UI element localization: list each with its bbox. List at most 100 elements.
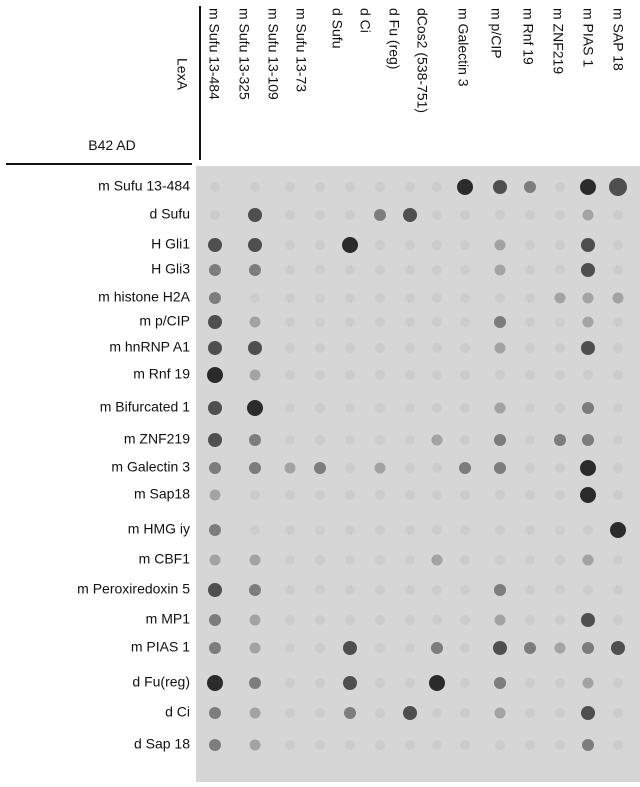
spot [405, 525, 415, 535]
spot [525, 555, 535, 565]
spot [555, 490, 565, 500]
spot [209, 524, 221, 536]
spot [315, 210, 325, 220]
spot [432, 240, 442, 250]
spot [525, 708, 535, 718]
interaction-matrix: LexA B42 AD m Sufu 13-484m Sufu 13-325m … [0, 0, 640, 782]
spot [525, 740, 535, 750]
spot [525, 370, 535, 380]
spot [460, 403, 470, 413]
spot [314, 462, 326, 474]
column-label: m Galectin 3 [455, 8, 471, 87]
spot [250, 317, 261, 328]
spot [432, 555, 443, 566]
spot [315, 643, 325, 653]
spot [460, 265, 470, 275]
spot [495, 490, 505, 500]
spot [495, 293, 505, 303]
spot [345, 370, 355, 380]
spot [432, 403, 442, 413]
spot [525, 240, 535, 250]
spot [209, 739, 221, 751]
spot [583, 585, 593, 595]
spot [285, 678, 295, 688]
row-label: m MP1 [146, 611, 191, 627]
spot [525, 210, 535, 220]
spot [460, 293, 470, 303]
row-label: m Peroxiredoxin 5 [77, 581, 190, 597]
spot [495, 370, 505, 380]
spot [610, 522, 626, 538]
spot [525, 435, 535, 445]
spot [315, 370, 325, 380]
spot [525, 490, 535, 500]
column-label: m Sufu 13-109 [265, 8, 281, 100]
spot [405, 435, 415, 445]
spot [494, 316, 506, 328]
spot [285, 435, 295, 445]
spot [344, 707, 356, 719]
spot [285, 182, 295, 192]
spot [209, 642, 221, 654]
spot [285, 615, 295, 625]
spot [375, 293, 385, 303]
spot [525, 463, 535, 473]
spot [613, 343, 623, 353]
spot [345, 317, 355, 327]
spot [495, 240, 506, 251]
spot [405, 678, 415, 688]
spot [250, 555, 261, 566]
spot [457, 179, 473, 195]
spot [555, 343, 565, 353]
spot [460, 317, 470, 327]
spot [345, 585, 355, 595]
row-label: m Galectin 3 [111, 459, 190, 475]
spot [613, 740, 623, 750]
spot [582, 739, 594, 751]
spot [525, 403, 535, 413]
spot [375, 740, 385, 750]
spot [460, 585, 470, 595]
spot [250, 182, 260, 192]
spot [315, 240, 325, 250]
spot [583, 555, 594, 566]
spot [342, 237, 358, 253]
spot [581, 341, 595, 355]
spot [613, 240, 623, 250]
row-label: m p/CIP [139, 313, 190, 329]
spot [525, 293, 535, 303]
spot [315, 265, 325, 275]
spot [555, 585, 565, 595]
spot [403, 706, 417, 720]
row-label: d Sufu [150, 206, 190, 222]
row-label: H Gli3 [151, 261, 190, 277]
spot [208, 583, 222, 597]
spot [555, 615, 565, 625]
spot [375, 463, 386, 474]
spot [343, 641, 357, 655]
spot [495, 343, 506, 354]
spot [495, 265, 506, 276]
spot [405, 585, 415, 595]
spot [555, 708, 565, 718]
row-label: d Fu(reg) [132, 674, 190, 690]
row-label: H Gli1 [151, 236, 190, 252]
spot [525, 678, 535, 688]
spot [555, 265, 565, 275]
spot [495, 525, 505, 535]
prey-label: B42 AD [88, 137, 135, 153]
spot [432, 210, 442, 220]
spot [375, 490, 385, 500]
spot [583, 370, 593, 380]
spot [345, 182, 355, 192]
spot [555, 525, 565, 535]
row-label: d Sap 18 [134, 736, 190, 752]
spot [495, 555, 505, 565]
spot [613, 490, 623, 500]
spot [248, 208, 262, 222]
spot [405, 555, 415, 565]
spot [495, 708, 506, 719]
spot [432, 435, 443, 446]
spot [208, 401, 222, 415]
spot [405, 293, 415, 303]
